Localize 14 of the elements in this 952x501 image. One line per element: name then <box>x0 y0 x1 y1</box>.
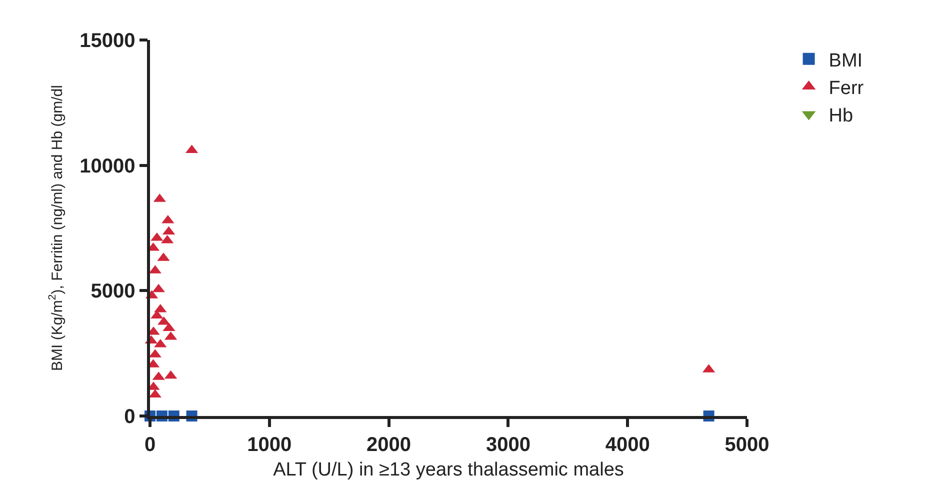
x-tick-label: 2000 <box>366 434 412 456</box>
legend-label: Hb <box>828 106 854 127</box>
x-tick-label: 0 <box>144 434 156 456</box>
y-tick-label: 5000 <box>90 280 136 303</box>
y-tick-label: 0 <box>124 406 136 428</box>
y-tick-label: 15000 <box>80 30 136 52</box>
x-tick-label: 5000 <box>724 434 770 456</box>
x-tick-label: 4000 <box>605 434 650 456</box>
x-axis-title: ALT (U/L) in ≥13 years thalassemic males <box>273 460 624 481</box>
y-tick-label: 10000 <box>80 155 136 178</box>
legend-label: Ferr <box>828 78 864 99</box>
legend-label: BMI <box>828 50 863 72</box>
x-tick-label: 3000 <box>486 434 530 456</box>
x-tick-label: 1000 <box>247 434 292 456</box>
